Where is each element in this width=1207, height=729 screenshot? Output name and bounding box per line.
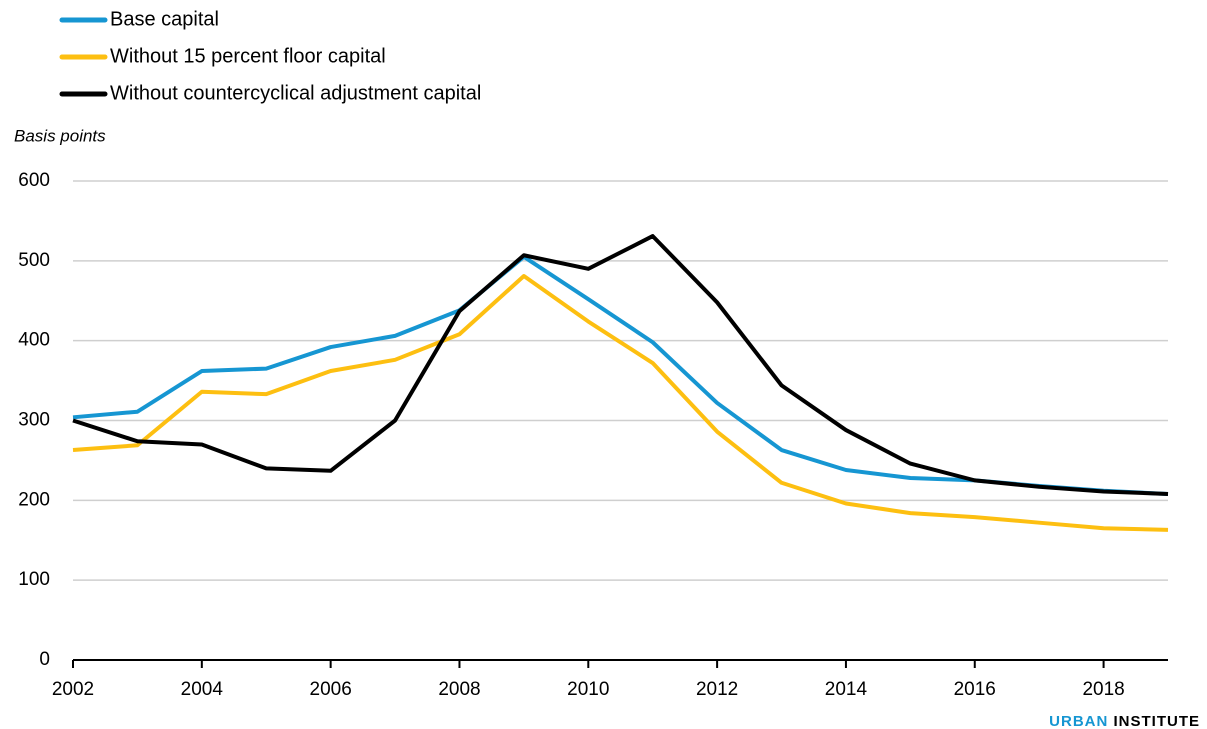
y-tick-label: 100 bbox=[18, 569, 50, 590]
x-tick-label: 2004 bbox=[181, 679, 224, 700]
x-tick-label: 2006 bbox=[310, 679, 352, 700]
x-tick-label: 2014 bbox=[825, 679, 868, 700]
x-tick-label: 2018 bbox=[1082, 679, 1124, 700]
y-tick-label: 600 bbox=[18, 170, 50, 191]
x-tick-label: 2010 bbox=[567, 679, 609, 700]
y-tick-label: 0 bbox=[39, 649, 50, 670]
y-tick-label: 400 bbox=[18, 330, 50, 351]
series-line bbox=[72, 234, 1169, 496]
x-tick-label: 2008 bbox=[438, 679, 480, 700]
legend-label: Base capital bbox=[110, 8, 219, 30]
brand: URBAN INSTITUTE bbox=[1049, 713, 1200, 729]
y-tick-label: 300 bbox=[18, 410, 50, 431]
y-tick-label: 200 bbox=[18, 489, 50, 510]
brand-part: INSTITUTE bbox=[1114, 713, 1201, 729]
y-tick-label: 500 bbox=[18, 250, 50, 271]
series-line bbox=[72, 274, 1169, 532]
x-tick-label: 2016 bbox=[954, 679, 996, 700]
x-tick-label: 2002 bbox=[52, 679, 94, 700]
brand-part: URBAN bbox=[1049, 713, 1108, 729]
y-axis-label: Basis points bbox=[14, 126, 106, 145]
legend-label: Without countercyclical adjustment capit… bbox=[110, 82, 481, 104]
x-tick-label: 2012 bbox=[696, 679, 738, 700]
legend-label: Without 15 percent floor capital bbox=[110, 45, 386, 67]
